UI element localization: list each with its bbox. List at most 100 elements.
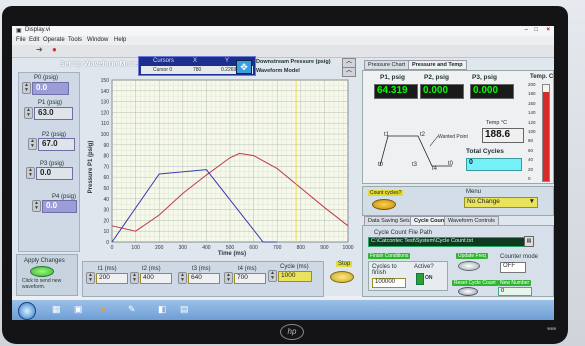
menu-operate[interactable]: Operate (43, 37, 65, 43)
folder-taskbar-icon[interactable]: ▣ (74, 304, 83, 314)
temp-gauge-title: Temp. C (530, 74, 554, 80)
active-switch[interactable] (416, 273, 424, 285)
file-path-field[interactable]: C:\Catcontec Test\System\Cycle Count.txt (368, 237, 526, 247)
menu-edit[interactable]: Edit (29, 37, 40, 43)
x-tick-label: 900 (320, 245, 329, 251)
t3-spinner[interactable]: ▲ ▼ (178, 272, 187, 284)
p3-spinner[interactable]: ▲ ▼ (26, 167, 35, 179)
diagram-t2: t2 (420, 132, 426, 138)
abort-icon[interactable]: ● (52, 45, 57, 54)
menu-window[interactable]: Window (87, 37, 109, 43)
new-number-input[interactable]: 0 (498, 287, 532, 296)
wanted-point-label: Wanted Point (438, 134, 468, 140)
y-tick-label: 30 (103, 208, 109, 214)
toolbar: ➜ ● (12, 45, 554, 58)
y-tick-label: 130 (101, 100, 110, 106)
minimize-icon[interactable]: – (524, 27, 528, 33)
cursor-row[interactable]: Cursor 0 780 0.2269 (141, 66, 253, 74)
t4-spinner[interactable]: ▲ ▼ (224, 272, 233, 284)
t3-label: t3 (ms) (192, 266, 211, 272)
reset-cycle-count-button[interactable] (458, 287, 478, 296)
cursor-move-icon[interactable]: ✥ (236, 60, 252, 74)
p1-input[interactable]: 63.0 (34, 107, 73, 120)
cycle-spinner[interactable]: ▲ ▼ (268, 270, 277, 282)
menu-dropdown[interactable]: No Change ▼ (464, 197, 538, 208)
menu-help[interactable]: Help (114, 37, 127, 43)
y-tick-label: 140 (101, 89, 110, 95)
x-tick-label: 100 (131, 245, 140, 251)
y-tick-label: 120 (101, 110, 110, 116)
temp-gauge-tick: 140 (528, 110, 536, 116)
p0-input[interactable]: 0.0 (32, 82, 69, 95)
finish-conditions-label: Finish Conditions (368, 253, 411, 259)
cycle-input[interactable]: 1000 (278, 271, 312, 282)
folder-icon[interactable]: ▤ (524, 236, 534, 247)
temp-gauge-tick: 80 (528, 138, 534, 144)
cursor-x: 780 (193, 67, 202, 73)
close-icon[interactable]: × (546, 27, 550, 33)
p4-input[interactable]: 0.0 (42, 200, 77, 213)
menu-file[interactable]: File (16, 37, 26, 43)
x-tick-label: 1000 (342, 245, 353, 251)
p1-spinner[interactable]: ▲ ▼ (24, 107, 33, 119)
app-icon: ▣ (16, 28, 22, 34)
waveform-model-button[interactable]: Waveform Model (256, 68, 300, 74)
left-panel-title: Set Up Waveform Model (60, 61, 140, 68)
p3-input[interactable]: 0.0 (36, 167, 73, 180)
p2-input[interactable]: 67.0 (38, 138, 75, 151)
temp-gauge-tick: 120 (528, 119, 536, 125)
y-tick-label: 110 (101, 121, 109, 127)
p4-spinner[interactable]: ▲ ▼ (32, 200, 41, 212)
labview-icon[interactable]: ◧ (158, 304, 167, 314)
t1-spinner[interactable]: ▲ ▼ (86, 272, 95, 284)
t3-input[interactable]: 640 (188, 273, 220, 284)
t2-spinner[interactable]: ▲ ▼ (130, 272, 139, 284)
cursor-legend: Cursors X Y Cursor 0 780 0.2269 (138, 56, 256, 76)
tool-icon[interactable]: ✎ (128, 304, 136, 314)
stop-button[interactable] (330, 271, 354, 283)
taskbar: ▦ ▣ ● ✎ ◧ ▤ (12, 300, 554, 320)
stop-label: Stop (336, 261, 353, 267)
active-value: ON (425, 275, 433, 281)
browser-icon[interactable]: ● (100, 304, 106, 314)
t1-input[interactable]: 200 (96, 273, 128, 284)
menu-tools[interactable]: Tools (68, 37, 83, 43)
monitor-model-mark: ■■■ (546, 326, 556, 332)
start-button[interactable] (18, 302, 36, 320)
apply-changes-button[interactable] (30, 266, 54, 277)
menu-dropdown-value: No Change (467, 198, 500, 205)
p2-spinner[interactable]: ▲ ▼ (28, 138, 37, 150)
cursor-y: 0.2269 (221, 67, 237, 73)
x-tick-label: 0 (111, 245, 114, 251)
monitor-bezel: ▣ Display.vi – □ × File Edit Operate Too… (2, 6, 568, 344)
update-freq-knob[interactable] (458, 261, 480, 271)
p2-readout: 0.000 (420, 84, 464, 99)
t2-input[interactable]: 400 (140, 273, 172, 284)
cursor-header-y: Y (225, 58, 230, 64)
downstream-pressure-button[interactable]: Downstream Pressure (psig) (256, 59, 331, 65)
run-arrow-icon[interactable]: ➜ (36, 45, 43, 54)
window-icon[interactable]: ▤ (180, 304, 189, 314)
explorer-icon[interactable]: ▦ (52, 304, 61, 314)
menu-ctrl-label: Menu (466, 189, 482, 195)
p0-spinner[interactable]: ▲ ▼ (22, 82, 31, 94)
diagram-t0-right: t0 (448, 161, 454, 167)
t1-label: t1 (ms) (98, 266, 117, 272)
temp-gauge-tick: 100 (528, 129, 536, 134)
x-tick-label: 500 (226, 245, 235, 251)
counter-mode-value[interactable]: OFF (500, 262, 526, 273)
x-tick-label: 800 (297, 245, 306, 251)
count-cycles-toggle[interactable] (372, 199, 396, 210)
series-line-0 (111, 152, 349, 232)
chart-svg: Pressure P1 (psig) Time (ms) 0 100 200 300 4… (88, 78, 354, 257)
tab-pressure-chart[interactable]: Pressure Chart (364, 60, 409, 70)
cycles-to-finish-input[interactable]: 100000 (372, 278, 406, 288)
update-freq-label: Update Freq (456, 253, 488, 259)
y-tick-label: 70 (103, 164, 109, 170)
t4-input[interactable]: 700 (234, 273, 266, 284)
tab-pressure-and-temp[interactable]: Pressure and Temp (408, 60, 467, 70)
x-tick-label: 200 (155, 245, 164, 251)
screen: ▣ Display.vi – □ × File Edit Operate Too… (12, 26, 554, 320)
maximize-icon[interactable]: □ (534, 27, 538, 33)
chevron-up-icon-2[interactable]: ︿ (342, 67, 356, 77)
